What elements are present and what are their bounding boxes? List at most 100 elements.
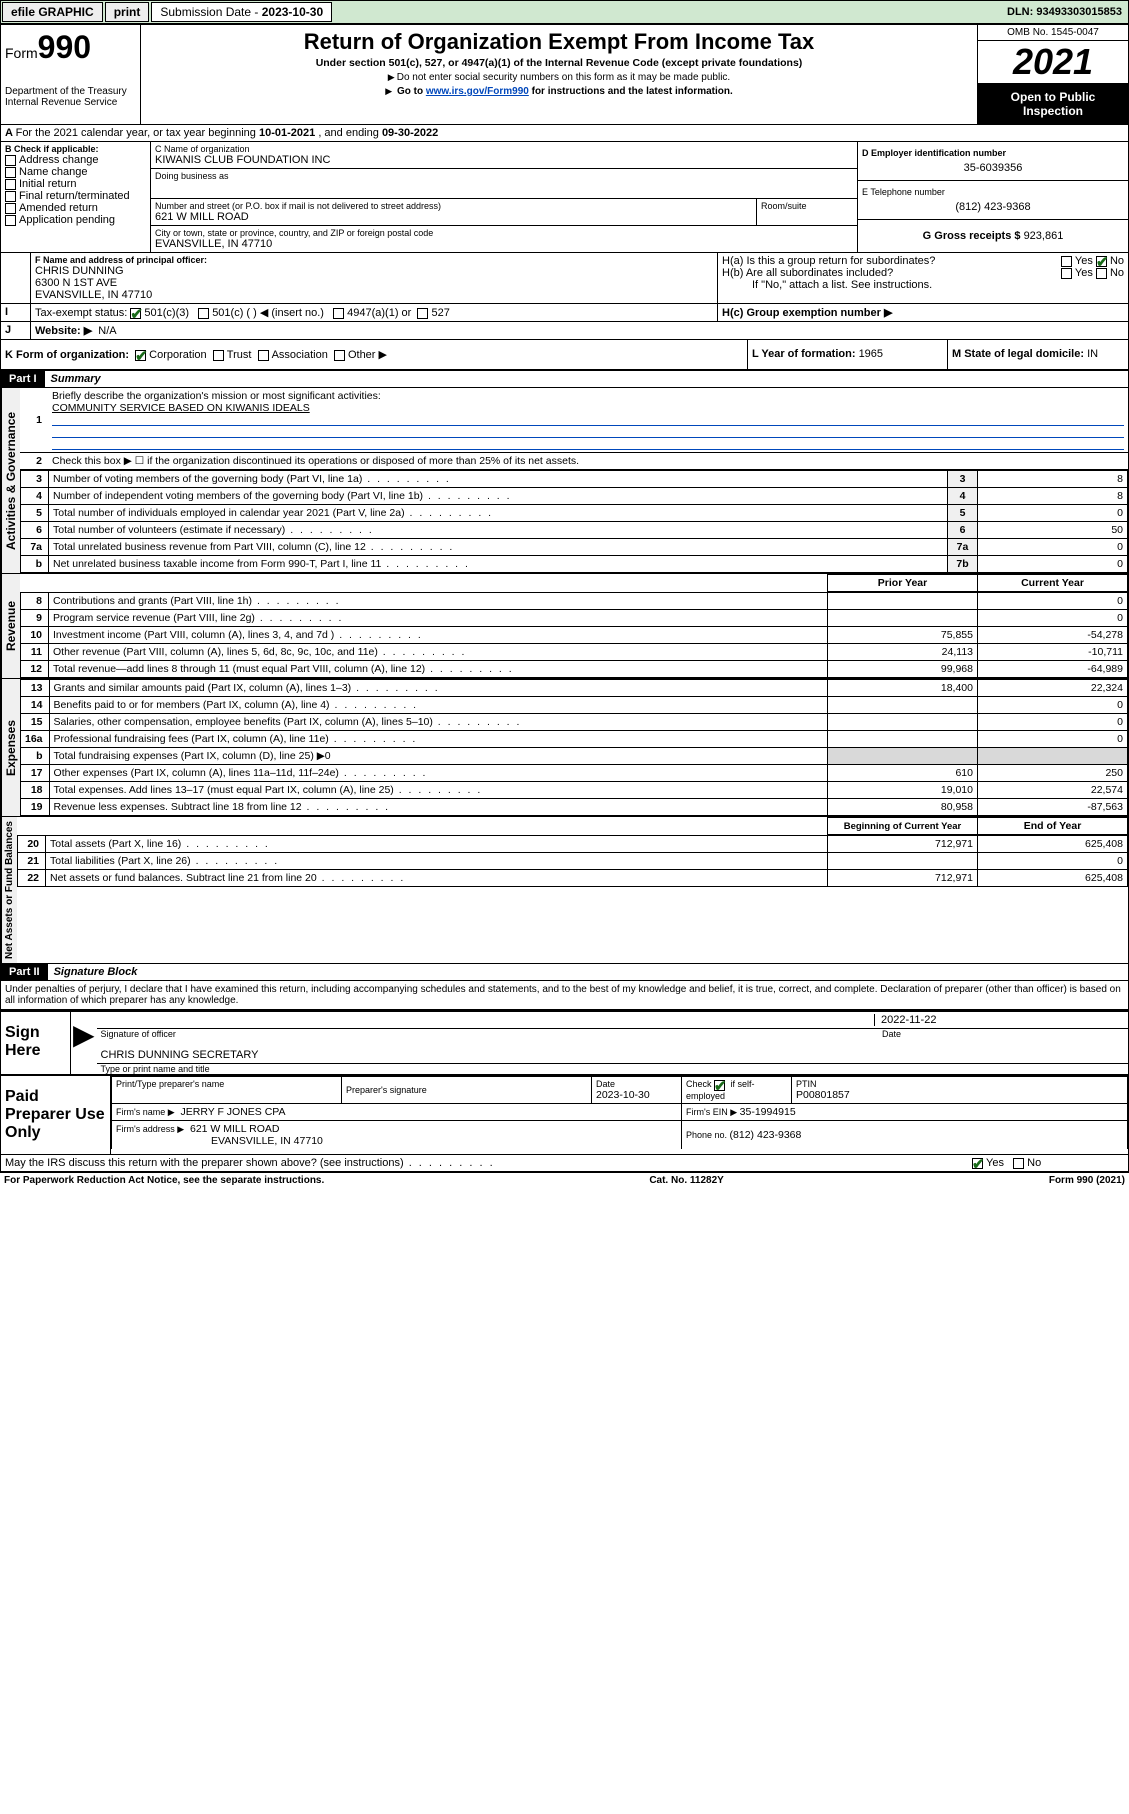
pra-notice: For Paperwork Reduction Act Notice, see … bbox=[4, 1175, 324, 1186]
i-501c3: 501(c)(3) bbox=[144, 307, 189, 319]
header-left: Form990 Department of the Treasury Inter… bbox=[1, 25, 141, 124]
col-eoy: End of Year bbox=[978, 818, 1128, 835]
irs-label: Internal Revenue Service bbox=[5, 97, 136, 108]
line-a: A For the 2021 calendar year, or tax yea… bbox=[0, 125, 1129, 142]
summary-row: 16aProfessional fundraising fees (Part I… bbox=[21, 731, 1128, 748]
efile-topbar: efile GRAPHIC print Submission Date - 20… bbox=[0, 0, 1129, 24]
b-label: B Check if applicable: bbox=[5, 144, 99, 154]
k-label: K Form of organization: bbox=[5, 349, 129, 361]
form-subtitle: Under section 501(c), 527, or 4947(a)(1)… bbox=[145, 57, 973, 69]
ha-label: H(a) Is this a group return for subordin… bbox=[722, 255, 962, 267]
i-527: 527 bbox=[431, 307, 449, 319]
header-right: OMB No. 1545-0047 2021 Open to Public In… bbox=[978, 25, 1128, 124]
note2-b: for instructions and the latest informat… bbox=[529, 86, 733, 97]
section-expenses: Expenses 13Grants and similar amounts pa… bbox=[0, 678, 1129, 816]
form-header: Form990 Department of the Treasury Inter… bbox=[0, 24, 1129, 125]
print-button[interactable]: print bbox=[105, 2, 150, 22]
j-label: Website: ▶ bbox=[35, 325, 92, 337]
b-opt-pending: Application pending bbox=[5, 214, 146, 226]
paid-preparer-block: Paid Preparer Use Only Print/Type prepar… bbox=[0, 1075, 1129, 1155]
summary-row: 4Number of independent voting members of… bbox=[21, 488, 1128, 505]
summary-row: 14Benefits paid to or for members (Part … bbox=[21, 697, 1128, 714]
summary-row: 15Salaries, other compensation, employee… bbox=[21, 714, 1128, 731]
e-label: E Telephone number bbox=[862, 187, 1124, 197]
firm-ein-label: Firm's EIN ▶ bbox=[686, 1107, 740, 1117]
form-designation: Form990 bbox=[5, 29, 136, 66]
ein: 35-6039356 bbox=[862, 162, 1124, 174]
firm-ein: 35-1994915 bbox=[740, 1106, 796, 1118]
summary-row: 13Grants and similar amounts paid (Part … bbox=[21, 680, 1128, 697]
c-label: C Name of organization bbox=[155, 144, 853, 154]
summary-row: 8Contributions and grants (Part VIII, li… bbox=[21, 593, 1128, 610]
street-address: 621 W MILL ROAD bbox=[155, 211, 752, 223]
section-revenue: Revenue Prior Year Current Year 8Contrib… bbox=[0, 573, 1129, 678]
form-title: Return of Organization Exempt From Incom… bbox=[145, 29, 973, 55]
cat-no: Cat. No. 11282Y bbox=[649, 1175, 723, 1186]
prep-sig-label: Preparer's signature bbox=[346, 1085, 587, 1095]
firm-addr-label: Firm's address ▶ bbox=[116, 1124, 184, 1134]
form-note-ssn: Do not enter social security numbers on … bbox=[145, 72, 973, 83]
submission-date-field: Submission Date - 2023-10-30 bbox=[151, 2, 332, 22]
summary-row: bNet unrelated business taxable income f… bbox=[21, 556, 1128, 573]
sign-here-label: Sign Here bbox=[1, 1012, 71, 1074]
discuss-row: May the IRS discuss this return with the… bbox=[0, 1155, 1129, 1172]
form-footer: Form 990 (2021) bbox=[1049, 1175, 1125, 1186]
summary-row: 17Other expenses (Part IX, column (A), l… bbox=[21, 765, 1128, 782]
sig-date: 2022-11-22 bbox=[874, 1014, 1124, 1026]
ptin: P00801857 bbox=[796, 1089, 1123, 1101]
summary-row: 12Total revenue—add lines 8 through 11 (… bbox=[21, 661, 1128, 678]
state-domicile: IN bbox=[1087, 348, 1098, 360]
year-formation: 1965 bbox=[859, 348, 883, 360]
summary-row: 7aTotal unrelated business revenue from … bbox=[21, 539, 1128, 556]
sign-here-block: Sign Here ▶ 2022-11-22 Signature of offi… bbox=[0, 1010, 1129, 1075]
i-label: Tax-exempt status: bbox=[35, 307, 127, 319]
tax-year: 2021 bbox=[978, 41, 1128, 84]
declaration: Under penalties of perjury, I declare th… bbox=[0, 981, 1129, 1010]
l-label: L Year of formation: bbox=[752, 348, 859, 360]
form-label: Form bbox=[5, 45, 38, 61]
note2-a: Go to bbox=[397, 86, 426, 97]
city-state-zip: EVANSVILLE, IN 47710 bbox=[155, 238, 853, 250]
ptin-label: PTIN bbox=[796, 1079, 1123, 1089]
sig-type-label: Type or print name and title bbox=[97, 1064, 1128, 1074]
paid-preparer-label: Paid Preparer Use Only bbox=[1, 1076, 111, 1154]
col-current: Current Year bbox=[978, 575, 1128, 592]
vlabel-activities: Activities & Governance bbox=[1, 388, 20, 573]
hc-label: H(c) Group exemption number ▶ bbox=[722, 307, 892, 319]
form-number: 990 bbox=[38, 29, 91, 65]
efile-graphic-button[interactable]: efile GRAPHIC bbox=[2, 2, 103, 22]
summary-row: 9Program service revenue (Part VIII, lin… bbox=[21, 610, 1128, 627]
h-note: If "No," attach a list. See instructions… bbox=[722, 279, 1124, 291]
k-other: Other ▶ bbox=[348, 349, 387, 361]
f-label: F Name and address of principal officer: bbox=[35, 255, 207, 265]
header-middle: Return of Organization Exempt From Incom… bbox=[141, 25, 978, 124]
submission-date-label: Submission Date - bbox=[160, 5, 261, 19]
summary-row: 6Total number of volunteers (estimate if… bbox=[21, 522, 1128, 539]
part-i-label: Part I bbox=[1, 371, 45, 387]
prep-date: 2023-10-30 bbox=[596, 1089, 677, 1101]
summary-row: 5Total number of individuals employed in… bbox=[21, 505, 1128, 522]
summary-row: bTotal fundraising expenses (Part IX, co… bbox=[21, 748, 1128, 765]
officer-sig-name: CHRIS DUNNING SECRETARY bbox=[101, 1049, 259, 1061]
d-label: D Employer identification number bbox=[862, 148, 1006, 158]
col-prior: Prior Year bbox=[828, 575, 978, 592]
addr-label: Number and street (or P.O. box if mail i… bbox=[155, 201, 752, 211]
irs-link[interactable]: www.irs.gov/Form990 bbox=[426, 86, 529, 97]
sig-officer-label: Signature of officer bbox=[97, 1029, 878, 1039]
sign-arrow-icon: ▶ bbox=[71, 1012, 97, 1074]
firm-addr1: 621 W MILL ROAD bbox=[190, 1123, 279, 1135]
block-j: J Website: ▶ N/A bbox=[0, 322, 1129, 340]
b-opt-amended: Amended return bbox=[5, 202, 146, 214]
block-b-through-g: B Check if applicable: Address change Na… bbox=[0, 142, 1129, 253]
open-to-public: Open to Public Inspection bbox=[978, 84, 1128, 124]
summary-row: 11Other revenue (Part VIII, column (A), … bbox=[21, 644, 1128, 661]
part-ii-label: Part II bbox=[1, 964, 48, 980]
b-opt-address: Address change bbox=[5, 154, 146, 166]
section-net-assets: Net Assets or Fund Balances Beginning of… bbox=[0, 816, 1129, 964]
dept-treasury: Department of the Treasury bbox=[5, 86, 136, 97]
org-name: KIWANIS CLUB FOUNDATION INC bbox=[155, 154, 853, 166]
block-k-l-m: K Form of organization: Corporation Trus… bbox=[0, 340, 1129, 371]
firm-phone: (812) 423-9368 bbox=[730, 1129, 802, 1141]
summary-row: 19Revenue less expenses. Subtract line 1… bbox=[21, 799, 1128, 816]
m-label: M State of legal domicile: bbox=[952, 348, 1087, 360]
